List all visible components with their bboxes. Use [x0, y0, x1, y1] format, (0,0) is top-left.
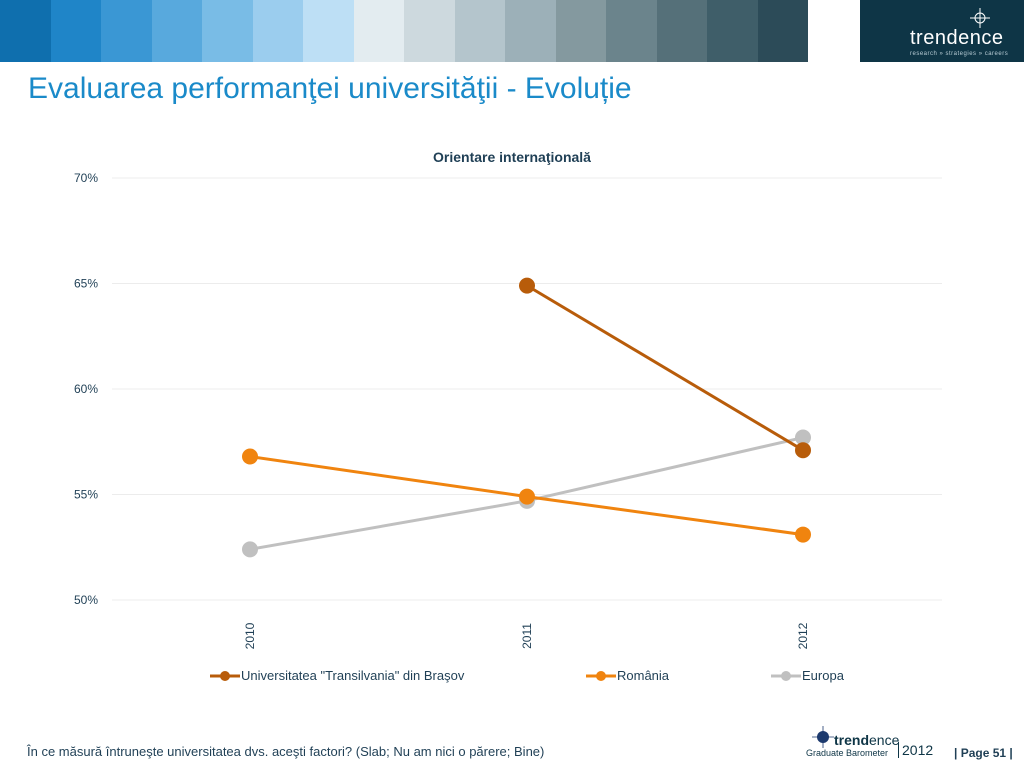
y-tick-label: 70%	[74, 171, 98, 185]
compass-icon	[970, 8, 990, 28]
data-point	[795, 429, 811, 446]
header-band-segment	[202, 0, 253, 62]
legend-marker	[781, 671, 791, 681]
header-band-segment	[404, 0, 455, 62]
brand-name: trendence	[910, 27, 1004, 49]
data-point	[519, 488, 535, 505]
footer-logo: trendence Graduate Barometer 2012	[806, 724, 933, 764]
page-number: | Page 51 |	[954, 746, 1013, 760]
header-band-segment	[707, 0, 758, 62]
header-color-band	[0, 0, 1024, 62]
y-tick-label: 55%	[74, 488, 98, 502]
data-point	[242, 541, 258, 558]
data-point	[242, 448, 258, 465]
x-tick-label: 2011	[520, 623, 534, 649]
legend-label: Europa	[802, 668, 845, 683]
header-band-segment	[253, 0, 303, 62]
brand-logo: trendence research » strategies » career…	[860, 0, 1024, 62]
data-point	[519, 277, 535, 294]
header-band-segment	[354, 0, 404, 62]
header-band-segment	[556, 0, 606, 62]
header-band-segment	[0, 0, 51, 62]
header-band-segment	[455, 0, 505, 62]
header-band-segment	[758, 0, 808, 62]
header-band-segment	[51, 0, 101, 62]
y-tick-label: 60%	[74, 382, 98, 396]
legend-label: Universitatea "Transilvania" din Braşov	[241, 668, 465, 683]
legend-label: România	[617, 668, 670, 683]
y-tick-label: 50%	[74, 593, 98, 607]
footer-logo-word: trendence	[834, 732, 900, 748]
footer-logo-year: 2012	[898, 742, 933, 758]
data-point	[795, 526, 811, 543]
chart-title: Orientare internaţională	[433, 149, 591, 165]
survey-question: În ce măsură întruneşte universitatea dv…	[27, 744, 545, 759]
x-tick-label: 2010	[243, 622, 257, 649]
header-band-segment	[101, 0, 152, 62]
series-line	[526, 284, 804, 452]
x-tick-label: 2012	[796, 622, 810, 649]
brand-tagline: research » strategies » careers	[910, 51, 1009, 57]
header-band-segment	[303, 0, 354, 62]
data-point	[795, 442, 811, 459]
legend-marker	[596, 671, 606, 681]
page-title: Evaluarea performanţei universităţii - E…	[28, 72, 632, 105]
header-band-segment	[505, 0, 556, 62]
y-tick-label: 65%	[74, 277, 98, 291]
header-band-segment	[657, 0, 707, 62]
compass-icon	[812, 726, 834, 748]
header-band-segment	[152, 0, 202, 62]
footer-logo-subtitle: Graduate Barometer	[806, 748, 889, 758]
legend-marker	[220, 671, 230, 681]
header-band-segment	[606, 0, 657, 62]
